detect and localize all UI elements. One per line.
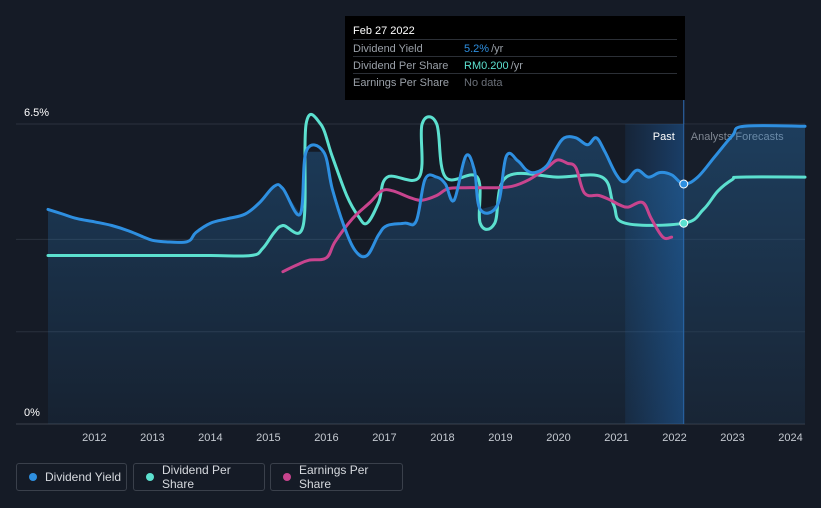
tooltip-row-dividend-yield: Dividend Yield 5.2%/yr — [353, 39, 677, 57]
x-tick-label: 2014 — [198, 432, 222, 444]
dividend-yield-area — [48, 126, 805, 425]
x-tick-label: 2016 — [314, 432, 338, 444]
tooltip-label: Dividend Per Share — [353, 60, 449, 72]
tooltip-value: No data — [464, 77, 503, 89]
x-tick-label: 2013 — [140, 432, 164, 444]
legend-dot-icon — [146, 473, 154, 481]
legend-dividend-per-share[interactable]: Dividend Per Share — [133, 463, 265, 491]
dividend-yield-line — [46, 124, 807, 259]
legend-label: Dividend Yield — [45, 470, 122, 484]
x-tick-label: 2024 — [778, 432, 802, 444]
x-tick-label: 2023 — [720, 432, 744, 444]
x-tick-label: 2018 — [430, 432, 454, 444]
tooltip-value: RM0.200 — [464, 60, 509, 72]
dividend-per-share-marker — [679, 218, 689, 228]
tooltip-date: Feb 27 2022 — [353, 25, 415, 37]
x-tick-label: 2021 — [604, 432, 628, 444]
tooltip-value: 5.2% — [464, 43, 490, 55]
dividend-per-share-line — [46, 112, 807, 258]
earnings-per-share-line — [281, 158, 674, 274]
x-tick-label: 2012 — [82, 432, 106, 444]
x-tick-label: 2020 — [546, 432, 570, 444]
tooltip-label: Dividend Yield — [353, 43, 423, 55]
tooltip-unit: /yr — [510, 60, 523, 72]
y-tick-label: 0% — [24, 407, 40, 419]
past-label: Past — [653, 131, 675, 143]
legend-label: Earnings Per Share — [299, 463, 369, 491]
tooltip-row-earnings-per-share: Earnings Per Share No data — [353, 73, 677, 91]
dividend-yield-marker — [679, 179, 689, 189]
y-tick-label: 6.5% — [24, 107, 49, 119]
legend-dividend-yield[interactable]: Dividend Yield — [16, 463, 127, 491]
tooltip-unit: /yr — [491, 43, 504, 55]
tooltip-row-dividend-per-share: Dividend Per Share RM0.200/yr — [353, 56, 677, 74]
tooltip-label: Earnings Per Share — [353, 77, 449, 89]
tooltip: Feb 27 2022 Dividend Yield 5.2%/yr Divid… — [345, 16, 685, 100]
x-tick-label: 2015 — [256, 432, 280, 444]
legend-label: Dividend Per Share — [162, 463, 231, 491]
x-tick-label: 2022 — [662, 432, 686, 444]
x-tick-label: 2019 — [488, 432, 512, 444]
legend-earnings-per-share[interactable]: Earnings Per Share — [270, 463, 403, 491]
legend-dot-icon — [283, 473, 291, 481]
legend-dot-icon — [29, 473, 37, 481]
x-tick-label: 2017 — [372, 432, 396, 444]
